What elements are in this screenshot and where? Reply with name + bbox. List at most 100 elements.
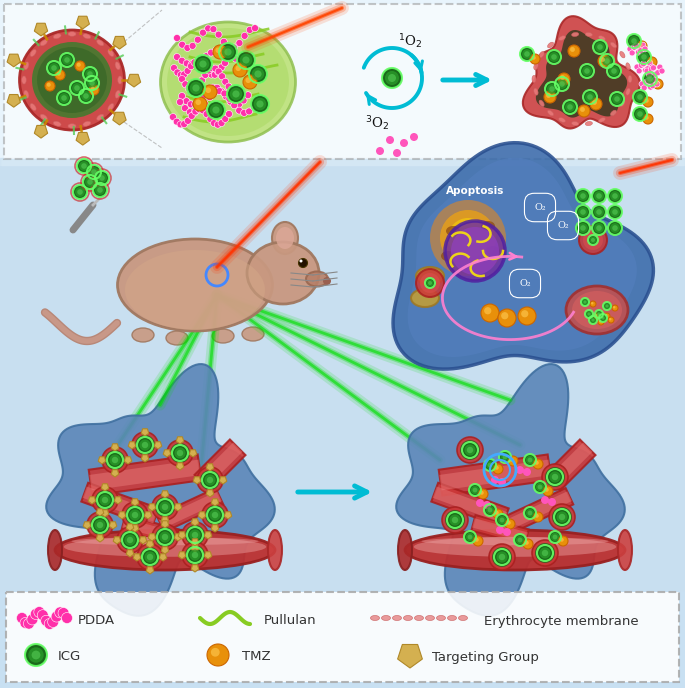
Polygon shape bbox=[161, 491, 169, 498]
Circle shape bbox=[587, 94, 593, 100]
Ellipse shape bbox=[212, 329, 234, 343]
Circle shape bbox=[495, 510, 499, 515]
Circle shape bbox=[171, 65, 177, 72]
Circle shape bbox=[77, 63, 81, 67]
Circle shape bbox=[605, 314, 608, 316]
Circle shape bbox=[195, 36, 201, 43]
Circle shape bbox=[516, 536, 524, 544]
Circle shape bbox=[478, 489, 488, 499]
Circle shape bbox=[201, 63, 208, 70]
Circle shape bbox=[177, 72, 184, 78]
Circle shape bbox=[523, 539, 533, 549]
Circle shape bbox=[655, 69, 661, 76]
Ellipse shape bbox=[306, 272, 328, 286]
Circle shape bbox=[535, 543, 555, 563]
Ellipse shape bbox=[447, 616, 456, 621]
Polygon shape bbox=[206, 464, 214, 471]
Circle shape bbox=[83, 67, 97, 81]
Circle shape bbox=[473, 536, 483, 546]
Circle shape bbox=[232, 90, 240, 98]
Circle shape bbox=[75, 187, 85, 197]
Polygon shape bbox=[178, 532, 186, 539]
Ellipse shape bbox=[421, 537, 608, 545]
Polygon shape bbox=[98, 457, 105, 464]
Circle shape bbox=[193, 97, 207, 111]
Ellipse shape bbox=[30, 50, 36, 56]
Circle shape bbox=[393, 149, 401, 157]
Circle shape bbox=[595, 310, 603, 318]
Circle shape bbox=[609, 318, 612, 321]
Ellipse shape bbox=[547, 110, 553, 116]
Circle shape bbox=[649, 64, 655, 70]
Circle shape bbox=[74, 85, 79, 91]
Circle shape bbox=[503, 528, 511, 536]
Circle shape bbox=[498, 309, 516, 327]
Polygon shape bbox=[88, 497, 96, 504]
Circle shape bbox=[582, 66, 592, 76]
Circle shape bbox=[140, 440, 151, 451]
Circle shape bbox=[466, 533, 474, 541]
Circle shape bbox=[518, 307, 536, 325]
Circle shape bbox=[580, 193, 586, 199]
Circle shape bbox=[629, 50, 635, 56]
Circle shape bbox=[654, 81, 660, 87]
Polygon shape bbox=[159, 554, 167, 561]
Circle shape bbox=[567, 104, 573, 110]
Circle shape bbox=[205, 505, 225, 525]
Polygon shape bbox=[126, 524, 134, 531]
Circle shape bbox=[638, 43, 643, 47]
Circle shape bbox=[645, 66, 651, 72]
Circle shape bbox=[647, 60, 653, 66]
Polygon shape bbox=[90, 460, 201, 491]
Polygon shape bbox=[34, 23, 48, 36]
Circle shape bbox=[599, 320, 601, 323]
Circle shape bbox=[556, 511, 568, 523]
Circle shape bbox=[245, 78, 251, 83]
Circle shape bbox=[508, 456, 518, 466]
Circle shape bbox=[547, 469, 563, 485]
Circle shape bbox=[639, 81, 645, 87]
Circle shape bbox=[202, 472, 218, 488]
Circle shape bbox=[221, 90, 228, 97]
Circle shape bbox=[653, 71, 658, 77]
Polygon shape bbox=[189, 450, 197, 457]
Circle shape bbox=[147, 554, 153, 560]
Polygon shape bbox=[206, 490, 214, 497]
Circle shape bbox=[428, 281, 432, 285]
Circle shape bbox=[182, 542, 208, 568]
Polygon shape bbox=[397, 645, 423, 668]
Circle shape bbox=[657, 64, 663, 70]
Circle shape bbox=[219, 73, 225, 80]
Polygon shape bbox=[146, 567, 154, 574]
Circle shape bbox=[532, 56, 536, 60]
Circle shape bbox=[218, 64, 225, 71]
Circle shape bbox=[112, 457, 119, 463]
Circle shape bbox=[47, 83, 51, 87]
Circle shape bbox=[545, 488, 549, 492]
Ellipse shape bbox=[276, 227, 294, 249]
Circle shape bbox=[207, 477, 213, 483]
Circle shape bbox=[241, 32, 248, 39]
Circle shape bbox=[125, 535, 136, 546]
Circle shape bbox=[643, 67, 649, 73]
Circle shape bbox=[643, 114, 653, 124]
Circle shape bbox=[638, 47, 644, 54]
Circle shape bbox=[588, 312, 590, 316]
Circle shape bbox=[210, 104, 223, 116]
Circle shape bbox=[95, 490, 115, 510]
Polygon shape bbox=[7, 94, 21, 107]
Circle shape bbox=[603, 302, 611, 310]
Ellipse shape bbox=[620, 100, 625, 107]
Circle shape bbox=[589, 316, 597, 324]
Polygon shape bbox=[145, 512, 152, 519]
Circle shape bbox=[95, 171, 109, 185]
Circle shape bbox=[498, 516, 506, 524]
Circle shape bbox=[51, 611, 62, 622]
Circle shape bbox=[445, 221, 505, 281]
Circle shape bbox=[526, 456, 534, 464]
Circle shape bbox=[582, 299, 588, 305]
Circle shape bbox=[213, 45, 227, 59]
Circle shape bbox=[227, 98, 234, 105]
Circle shape bbox=[251, 95, 269, 113]
Polygon shape bbox=[204, 552, 212, 559]
